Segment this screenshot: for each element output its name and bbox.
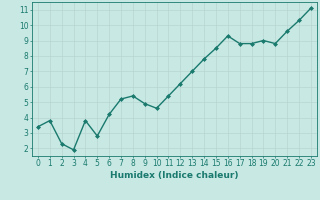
X-axis label: Humidex (Indice chaleur): Humidex (Indice chaleur) xyxy=(110,171,239,180)
